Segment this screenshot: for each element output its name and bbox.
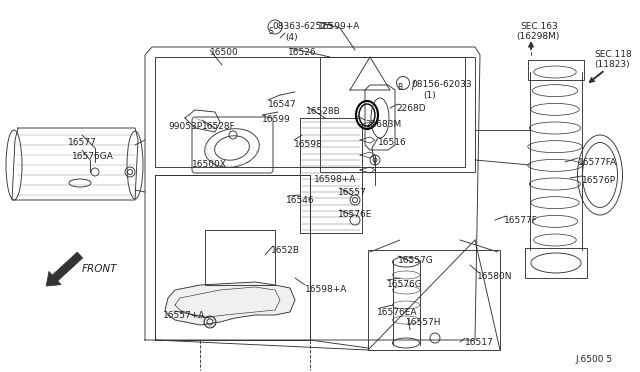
Text: 16580N: 16580N xyxy=(477,272,513,281)
Text: 22683M: 22683M xyxy=(365,120,401,129)
Text: 16557: 16557 xyxy=(338,188,367,197)
Text: 16599: 16599 xyxy=(262,115,291,124)
Text: 16576GA: 16576GA xyxy=(72,152,114,161)
Bar xyxy=(155,57,465,167)
Text: 16557G: 16557G xyxy=(398,256,434,265)
Text: 16517: 16517 xyxy=(465,338,493,347)
Text: 16557H: 16557H xyxy=(406,318,442,327)
Bar xyxy=(368,250,500,350)
Text: 16576P: 16576P xyxy=(582,176,616,185)
Text: (1): (1) xyxy=(423,91,436,100)
Text: 16577: 16577 xyxy=(68,138,97,147)
Text: 16546: 16546 xyxy=(286,196,315,205)
Text: 16577FA: 16577FA xyxy=(578,158,617,167)
Text: 16557+A: 16557+A xyxy=(163,311,205,320)
Text: FRONT: FRONT xyxy=(82,264,118,274)
Text: 99053P: 99053P xyxy=(168,122,202,131)
Text: 08156-62033: 08156-62033 xyxy=(411,80,472,89)
Bar xyxy=(320,57,475,172)
Text: 2268D: 2268D xyxy=(396,104,426,113)
Text: 16500X: 16500X xyxy=(192,160,227,169)
Text: 16576EA: 16576EA xyxy=(377,308,417,317)
Text: SEC.163: SEC.163 xyxy=(520,22,557,31)
Text: 16576G: 16576G xyxy=(387,280,423,289)
Text: 16576E: 16576E xyxy=(338,210,372,219)
Bar xyxy=(155,175,310,340)
Text: 16577F: 16577F xyxy=(504,216,538,225)
Text: 16598+A: 16598+A xyxy=(314,175,356,184)
Text: 16528B: 16528B xyxy=(306,107,340,116)
Text: 16598+A: 16598+A xyxy=(305,285,348,294)
Text: 16516: 16516 xyxy=(378,138,407,147)
Bar xyxy=(205,230,275,285)
Text: 16547: 16547 xyxy=(268,100,296,109)
Text: 16598: 16598 xyxy=(294,140,323,149)
Text: SEC.118: SEC.118 xyxy=(594,50,632,59)
Bar xyxy=(528,60,584,80)
Text: (11823): (11823) xyxy=(594,60,630,69)
Text: J.6500 5: J.6500 5 xyxy=(575,355,612,364)
Text: 16528F: 16528F xyxy=(202,122,236,131)
Text: 16500: 16500 xyxy=(210,48,239,57)
Text: (16298M): (16298M) xyxy=(516,32,559,41)
Text: 08363-62525: 08363-62525 xyxy=(272,22,333,31)
FancyArrow shape xyxy=(46,252,83,286)
Text: 16526: 16526 xyxy=(288,48,317,57)
Text: (4): (4) xyxy=(285,33,298,42)
Ellipse shape xyxy=(359,104,375,126)
Bar xyxy=(155,175,310,340)
Text: S: S xyxy=(269,28,273,36)
Bar xyxy=(525,248,587,278)
Text: B: B xyxy=(397,83,403,93)
Text: 1652B: 1652B xyxy=(271,246,300,255)
Text: 16599+A: 16599+A xyxy=(318,22,360,31)
Bar xyxy=(300,118,362,233)
Polygon shape xyxy=(165,282,295,325)
